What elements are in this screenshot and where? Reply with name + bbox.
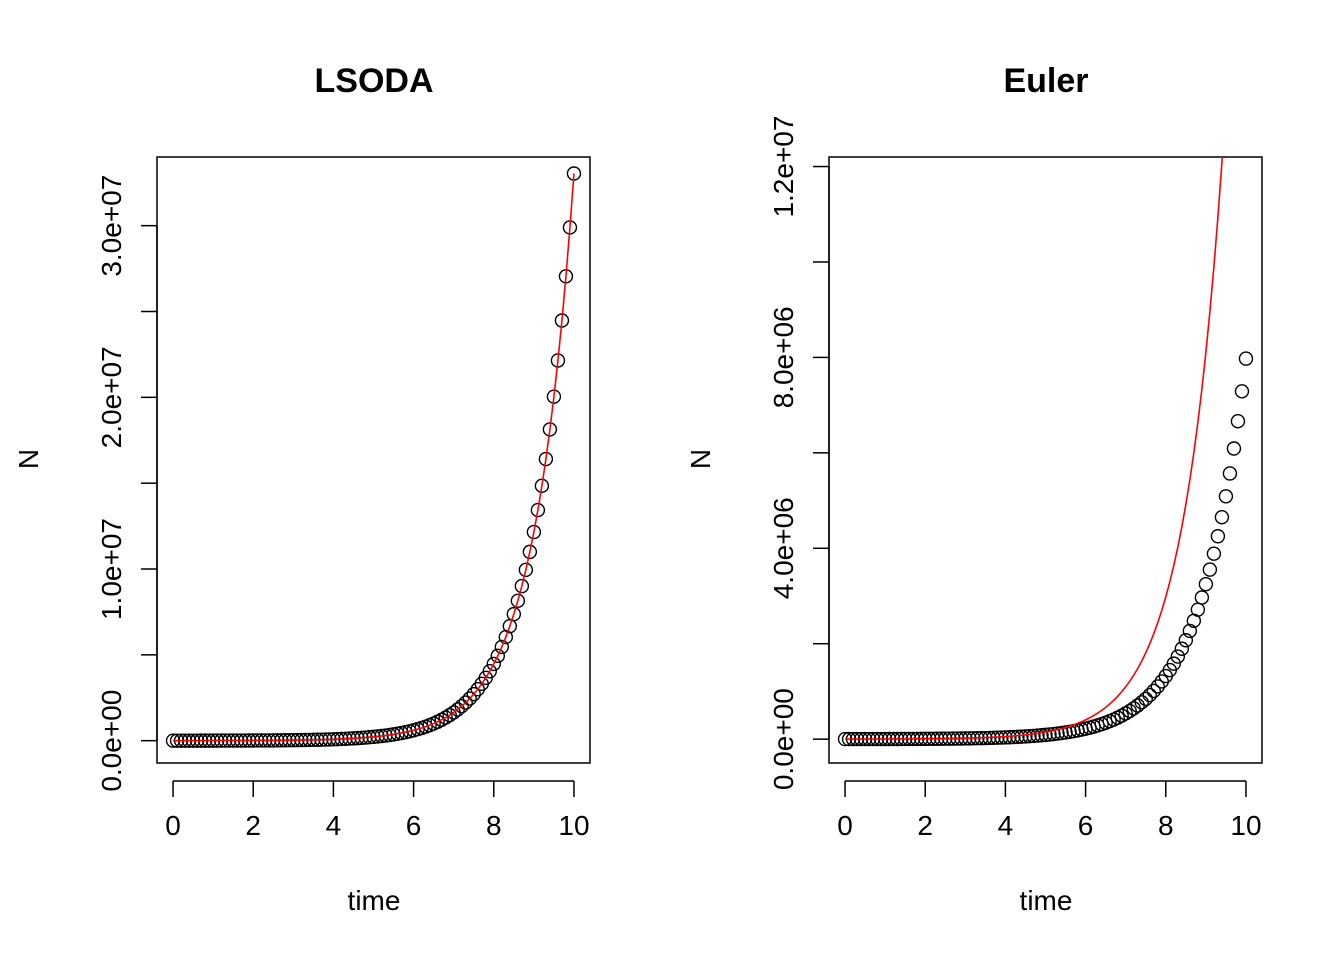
euler-y-tick-label: 8.0e+06	[768, 306, 799, 408]
lsoda-data-point	[438, 710, 453, 725]
euler-x-tick-label: 4	[998, 810, 1014, 841]
euler-data-point	[1030, 728, 1045, 743]
euler-x-tick-label: 10	[1230, 810, 1261, 841]
euler-data-point	[1042, 727, 1057, 742]
lsoda-y-label: N	[13, 449, 44, 469]
euler-plot-area	[837, 157, 1254, 747]
euler-x-axis: 0 2 4 6 8 10	[837, 780, 1262, 841]
lsoda-y-tick-label: 2.0e+07	[96, 346, 127, 448]
euler-data-point	[1214, 509, 1230, 525]
euler-plot-frame	[828, 156, 1263, 764]
lsoda-panel: LSODA time N 0 2 4 6 8 10 0.0e+00 1.0e+07 2.0e+…	[13, 62, 591, 916]
euler-y-tick-label: 1.2e+07	[768, 116, 799, 218]
euler-data-point	[1122, 703, 1137, 719]
lsoda-data-point	[494, 639, 509, 655]
euler-data-point	[1018, 729, 1033, 744]
lsoda-data-point	[486, 656, 501, 672]
euler-x-tick-label: 2	[917, 810, 933, 841]
euler-panel: Euler time N 0 2 4 6 8 10 0.0e+00 4.0e+06 8.0e+…	[685, 62, 1263, 916]
lsoda-x-axis: 0 2 4 6 8 10	[165, 780, 590, 841]
euler-fit-line	[845, 157, 1224, 740]
lsoda-data-point	[490, 648, 505, 664]
euler-data-point	[1034, 728, 1049, 743]
euler-data-point	[1142, 687, 1157, 703]
lsoda-x-tick-label: 0	[165, 810, 181, 841]
euler-data-point	[1222, 466, 1238, 481]
lsoda-x-label: time	[348, 885, 401, 916]
euler-y-tick-label: 4.0e+06	[768, 497, 799, 599]
lsoda-x-tick-label: 4	[326, 810, 342, 841]
lsoda-x-tick-label: 2	[245, 810, 261, 841]
euler-data-point	[1178, 633, 1194, 648]
lsoda-data-point	[522, 544, 538, 560]
lsoda-data-point	[526, 524, 542, 540]
lsoda-data-point	[514, 578, 530, 594]
euler-data-point	[1038, 727, 1053, 743]
euler-data-point	[1198, 576, 1214, 592]
euler-x-tick-label: 0	[837, 810, 853, 841]
lsoda-data-point	[538, 451, 554, 467]
lsoda-data-point	[530, 502, 546, 518]
euler-data-point	[1202, 562, 1218, 577]
euler-data-point	[1118, 706, 1133, 721]
lsoda-x-tick-label: 8	[486, 810, 502, 841]
euler-y-label: N	[685, 449, 716, 469]
euler-data-point	[1206, 546, 1222, 561]
euler-data-point	[1218, 489, 1234, 504]
euler-x-tick-label: 8	[1158, 810, 1174, 841]
lsoda-data-point	[534, 478, 550, 494]
euler-data-point	[1234, 384, 1250, 399]
lsoda-data-point	[466, 686, 481, 702]
lsoda-x-tick-label: 6	[406, 810, 422, 841]
euler-data-point	[1210, 529, 1226, 544]
euler-data-point	[1182, 623, 1198, 639]
euler-data-point	[1022, 728, 1037, 744]
lsoda-data-point	[510, 593, 526, 609]
euler-y-axis: 0.0e+00 4.0e+06 8.0e+06 1.2e+07	[768, 116, 830, 790]
lsoda-data-point	[454, 698, 469, 714]
euler-data-point	[1146, 683, 1161, 699]
euler-data-point	[1174, 641, 1190, 656]
euler-data-point	[1134, 695, 1149, 710]
euler-data-point	[1238, 351, 1254, 366]
euler-data-point	[1046, 726, 1061, 742]
lsoda-data-point	[458, 695, 473, 710]
euler-data-point	[1050, 726, 1065, 741]
euler-y-tick-label: 0.0e+00	[768, 688, 799, 790]
euler-x-tick-label: 6	[1078, 810, 1094, 841]
euler-data-point	[1190, 602, 1206, 617]
lsoda-marks	[165, 166, 582, 748]
euler-title: Euler	[1003, 62, 1088, 100]
euler-data-point	[1170, 649, 1186, 664]
euler-data-point	[1166, 656, 1182, 671]
lsoda-y-tick-label: 0.0e+00	[96, 690, 127, 792]
euler-data-point	[1226, 441, 1242, 456]
lsoda-plot-frame	[156, 156, 591, 764]
lsoda-data-point	[518, 562, 534, 578]
euler-data-point	[1014, 729, 1029, 744]
lsoda-fit-line	[173, 173, 575, 742]
euler-x-label: time	[1020, 885, 1073, 916]
lsoda-data-point	[482, 664, 497, 679]
lsoda-x-tick-label: 10	[558, 810, 589, 841]
euler-data-point	[1230, 413, 1246, 429]
euler-data-point	[1150, 679, 1165, 694]
euler-marks	[837, 157, 1254, 747]
lsoda-y-tick-label: 3.0e+07	[96, 175, 127, 277]
lsoda-data-point	[506, 606, 522, 622]
lsoda-title: LSODA	[315, 62, 434, 100]
euler-data-point	[1138, 691, 1153, 707]
lsoda-data-point	[462, 691, 477, 706]
lsoda-y-axis: 0.0e+00 1.0e+07 2.0e+07 3.0e+07	[96, 175, 158, 792]
lsoda-y-tick-label: 1.0e+07	[96, 518, 127, 620]
euler-data-point	[1194, 590, 1210, 605]
euler-data-point	[1026, 728, 1041, 744]
lsoda-plot-area	[165, 166, 582, 748]
